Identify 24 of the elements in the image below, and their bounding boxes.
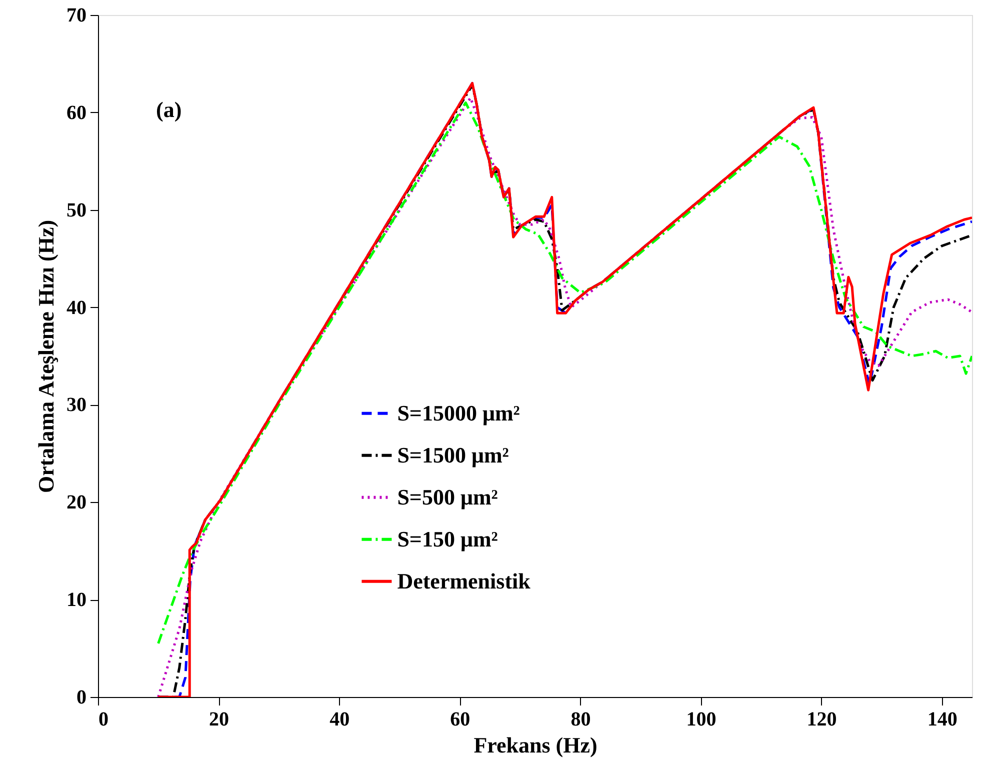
legend-label: S=1500 μm²	[397, 442, 510, 468]
x-tick-label: 60	[450, 708, 470, 730]
y-tick-label: 30	[66, 394, 86, 416]
annotation: (a)	[156, 97, 182, 122]
y-tick-label: 0	[76, 686, 86, 708]
x-tick-label: 0	[98, 708, 108, 730]
legend-label: S=150 μm²	[397, 526, 498, 552]
x-tick-label: 100	[686, 708, 716, 730]
y-tick-label: 10	[66, 589, 86, 612]
y-tick-label: 60	[66, 102, 86, 124]
y-tick-label: 20	[66, 492, 86, 514]
x-axis-title: Frekans (Hz)	[474, 732, 598, 758]
legend-label: S=15000 μm²	[397, 400, 520, 426]
legend-label: Determenistik	[397, 568, 532, 594]
x-tick-label: 40	[330, 708, 350, 730]
x-tick-label: 140	[927, 708, 958, 730]
y-tick-label: 40	[66, 296, 86, 319]
legend-label: S=500 μm²	[397, 484, 498, 510]
x-tick-label: 80	[570, 708, 591, 730]
y-axis-title: Ortalama Ateşleme Hızı (Hz)	[34, 220, 58, 494]
x-tick-label: 120	[806, 708, 837, 730]
y-tick-label: 70	[66, 4, 86, 26]
y-tick-label: 50	[66, 199, 86, 222]
x-tick-label: 20	[209, 708, 230, 730]
